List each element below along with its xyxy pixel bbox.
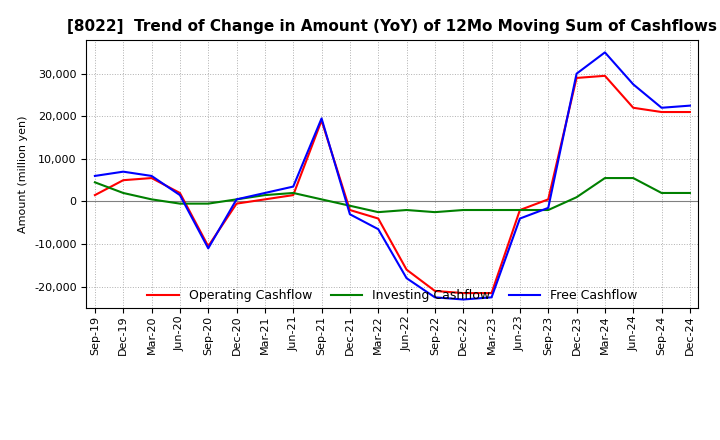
Investing Cashflow: [374, 209, 382, 215]
Operating Cashflow: [487, 290, 496, 296]
Free Cashflow: [629, 82, 637, 87]
Operating Cashflow: [657, 110, 666, 115]
Free Cashflow: [318, 116, 326, 121]
Investing Cashflow: [119, 191, 127, 196]
Investing Cashflow: [346, 203, 354, 209]
Investing Cashflow: [261, 192, 269, 198]
Operating Cashflow: [289, 192, 297, 198]
Operating Cashflow: [402, 267, 411, 272]
Investing Cashflow: [148, 197, 156, 202]
Line: Free Cashflow: Free Cashflow: [95, 52, 690, 300]
Free Cashflow: [487, 295, 496, 300]
Operating Cashflow: [233, 201, 241, 206]
Free Cashflow: [261, 191, 269, 196]
Investing Cashflow: [487, 207, 496, 213]
Operating Cashflow: [176, 191, 184, 196]
Operating Cashflow: [148, 176, 156, 181]
Investing Cashflow: [204, 201, 212, 206]
Operating Cashflow: [600, 73, 609, 78]
Operating Cashflow: [91, 192, 99, 198]
Operating Cashflow: [572, 75, 581, 81]
Operating Cashflow: [119, 178, 127, 183]
Operating Cashflow: [431, 288, 439, 293]
Free Cashflow: [685, 103, 694, 108]
Title: [8022]  Trend of Change in Amount (YoY) of 12Mo Moving Sum of Cashflows: [8022] Trend of Change in Amount (YoY) o…: [68, 19, 717, 34]
Investing Cashflow: [516, 207, 524, 213]
Legend: Operating Cashflow, Investing Cashflow, Free Cashflow: Operating Cashflow, Investing Cashflow, …: [143, 284, 642, 307]
Investing Cashflow: [544, 207, 552, 213]
Investing Cashflow: [600, 176, 609, 181]
Investing Cashflow: [402, 207, 411, 213]
Free Cashflow: [402, 275, 411, 281]
Investing Cashflow: [431, 209, 439, 215]
Free Cashflow: [544, 205, 552, 210]
Free Cashflow: [346, 212, 354, 217]
Operating Cashflow: [459, 290, 467, 296]
Free Cashflow: [459, 297, 467, 302]
Free Cashflow: [431, 295, 439, 300]
Investing Cashflow: [685, 191, 694, 196]
Investing Cashflow: [572, 194, 581, 200]
Operating Cashflow: [516, 207, 524, 213]
Investing Cashflow: [657, 191, 666, 196]
Free Cashflow: [289, 184, 297, 189]
Free Cashflow: [119, 169, 127, 174]
Line: Investing Cashflow: Investing Cashflow: [95, 178, 690, 212]
Operating Cashflow: [374, 216, 382, 221]
Free Cashflow: [600, 50, 609, 55]
Investing Cashflow: [176, 201, 184, 206]
Free Cashflow: [572, 71, 581, 76]
Line: Operating Cashflow: Operating Cashflow: [95, 76, 690, 293]
Investing Cashflow: [318, 197, 326, 202]
Operating Cashflow: [346, 207, 354, 213]
Investing Cashflow: [289, 191, 297, 196]
Free Cashflow: [516, 216, 524, 221]
Free Cashflow: [148, 173, 156, 179]
Free Cashflow: [374, 227, 382, 232]
Free Cashflow: [176, 192, 184, 198]
Operating Cashflow: [685, 110, 694, 115]
Investing Cashflow: [233, 197, 241, 202]
Free Cashflow: [204, 246, 212, 251]
Operating Cashflow: [544, 197, 552, 202]
Free Cashflow: [91, 173, 99, 179]
Investing Cashflow: [459, 207, 467, 213]
Free Cashflow: [657, 105, 666, 110]
Operating Cashflow: [318, 118, 326, 123]
Y-axis label: Amount (million yen): Amount (million yen): [19, 115, 29, 233]
Operating Cashflow: [629, 105, 637, 110]
Free Cashflow: [233, 197, 241, 202]
Operating Cashflow: [261, 197, 269, 202]
Investing Cashflow: [91, 180, 99, 185]
Operating Cashflow: [204, 244, 212, 249]
Investing Cashflow: [629, 176, 637, 181]
